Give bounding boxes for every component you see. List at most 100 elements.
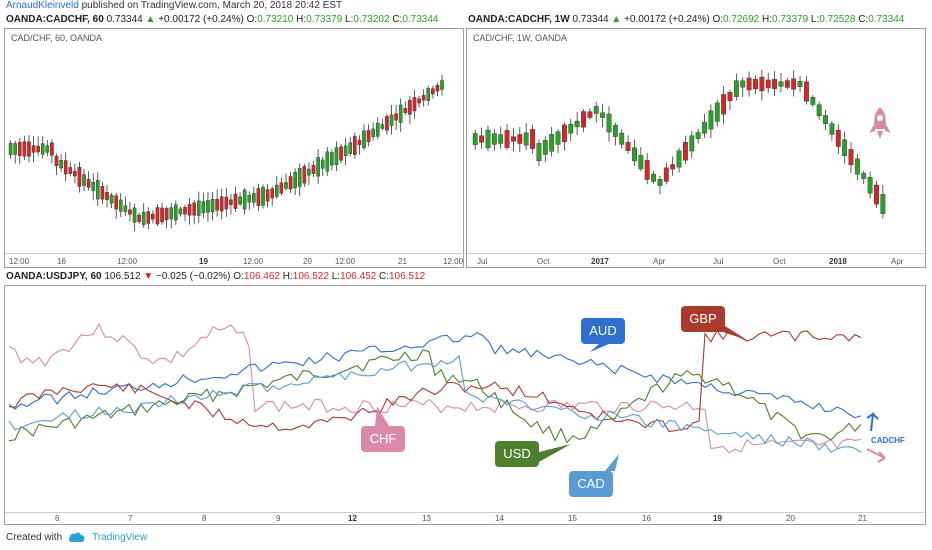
x-tick: 21: [398, 257, 407, 266]
chf-line: [8, 323, 862, 454]
x-tick: 2017: [591, 257, 609, 266]
candle-body: [169, 207, 174, 220]
x-tick: 21: [858, 514, 867, 523]
currency-comparison-chart[interactable]: 6 7 8 9 12 13 14 15 16 19 20 21 AUD GBP …: [4, 285, 927, 525]
created-with-text: Created with: [6, 531, 63, 543]
publish-text: published on TradingView.com, March 20, …: [81, 0, 343, 11]
candle-body: [118, 199, 123, 212]
usd-line: [8, 349, 862, 444]
cad-line: [8, 354, 862, 454]
candle-body: [435, 85, 440, 92]
candle-body: [132, 207, 137, 223]
candle-body: [485, 129, 491, 149]
candle-body: [549, 133, 555, 152]
candle-body: [823, 115, 828, 124]
tl-high: 0.73379: [306, 14, 343, 25]
tl-change: +0.00172 (+0.24%): [158, 14, 244, 25]
candle-body: [206, 200, 210, 213]
candle-body: [848, 149, 854, 166]
candle-body: [128, 209, 132, 215]
candle-body: [398, 104, 403, 123]
candle-body: [740, 80, 746, 88]
candle-body: [708, 110, 714, 130]
candle-body: [68, 167, 73, 174]
tl-open: 0.73210: [257, 14, 294, 25]
x-tick: 13: [422, 514, 431, 523]
candle-body: [874, 184, 879, 205]
x-tick: 12:00: [443, 257, 464, 266]
candle-body: [362, 130, 366, 148]
candle-body: [27, 141, 31, 157]
cadchf-weekly-chart[interactable]: CAD/CHF, 1W, OANDA Jul Oct 2017 Apr Jul …: [466, 28, 927, 268]
candle-body: [657, 179, 663, 186]
candle-body: [380, 124, 385, 129]
candle-body: [160, 207, 164, 223]
candle-body: [288, 176, 293, 190]
tr-change: +0.00172 (+0.24%): [624, 14, 710, 25]
footer: Created with TradingView: [6, 531, 147, 543]
x-tick: 14: [495, 514, 504, 523]
chart-title: CAD/CHF, 60, OANDA: [11, 33, 103, 43]
x-tick: Apr: [653, 257, 666, 266]
candle-body: [91, 182, 96, 191]
candle-body: [408, 100, 412, 115]
cadchf-hourly-chart[interactable]: CAD/CHF, 60, OANDA 12:00 16 12:00 19 12:…: [4, 28, 465, 268]
candle-body: [219, 196, 224, 212]
candle-body: [233, 193, 238, 209]
candle-body: [816, 104, 822, 117]
candle-body: [100, 186, 105, 200]
tl-symbol[interactable]: OANDA:CADCHF, 60: [6, 14, 104, 25]
tr-close: 0.73344: [868, 14, 905, 25]
candle-body: [114, 195, 118, 210]
candle-body: [498, 134, 504, 144]
candle-body: [201, 201, 206, 214]
candle-body: [109, 194, 114, 204]
candle-body: [412, 97, 417, 112]
candle-body: [183, 206, 187, 215]
author-link[interactable]: ArnaudKleinveld: [6, 0, 79, 11]
tr-symbol[interactable]: OANDA:CADCHF, 1W: [468, 14, 570, 25]
candle-body: [542, 140, 548, 155]
candles-tr: [472, 70, 886, 219]
candle-body: [778, 81, 784, 87]
down-arrow-icon: ▼: [143, 271, 154, 282]
candle-body: [196, 200, 201, 216]
candle-body: [265, 189, 270, 202]
candle-body: [385, 116, 389, 131]
candle-body: [334, 147, 339, 165]
candle-body: [670, 164, 676, 170]
callout-pointer: [539, 444, 571, 462]
candle-body: [330, 152, 334, 166]
tl-low: 0.73202: [353, 14, 390, 25]
candle-body: [348, 142, 353, 154]
candle-body: [695, 132, 701, 139]
candle-body: [829, 123, 835, 135]
candle-body: [842, 139, 848, 157]
candle-body: [73, 171, 77, 177]
candle-body: [339, 146, 343, 161]
candle-body: [229, 199, 233, 205]
b-symbol[interactable]: OANDA:USDJPY, 60: [6, 271, 102, 282]
candle-body: [366, 130, 371, 142]
candle-body: [123, 205, 128, 212]
candle-body: [256, 188, 261, 206]
tradingview-brand[interactable]: TradingView: [92, 531, 148, 543]
candle-body: [174, 204, 178, 221]
candle-body: [371, 128, 375, 138]
candle-body: [394, 113, 398, 121]
candle-body: [759, 76, 765, 92]
b-price: 106.512: [104, 271, 141, 282]
cad-callout: CAD: [569, 471, 613, 497]
b-low: 106.452: [340, 271, 377, 282]
tr-high: 0.73379: [771, 14, 809, 25]
aud-callout: AUD: [581, 318, 625, 344]
comparison-lines: [8, 323, 886, 471]
candle-body: [311, 165, 316, 174]
b-close: 106.512: [389, 271, 426, 282]
candle-body: [426, 88, 431, 101]
candle-body: [13, 143, 18, 155]
tl-close: 0.73344: [402, 14, 439, 25]
candle-body: [587, 111, 593, 118]
candle-body: [297, 168, 302, 187]
candle-body: [727, 92, 733, 101]
